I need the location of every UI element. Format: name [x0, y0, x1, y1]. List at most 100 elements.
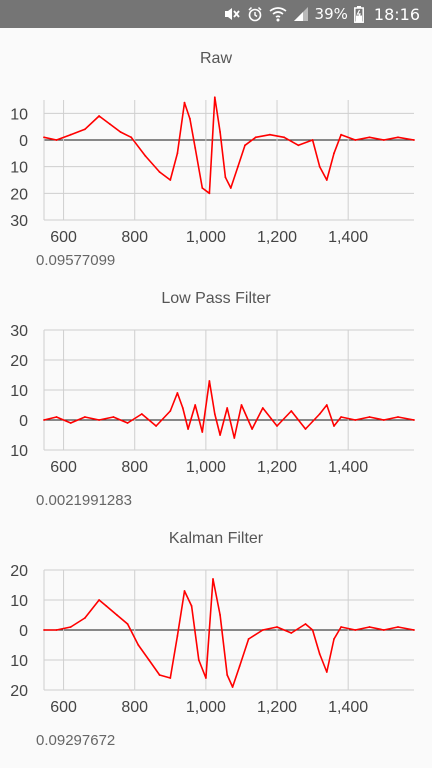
data-point: [304, 623, 307, 625]
data-point: [333, 638, 335, 640]
data-point: [69, 626, 72, 628]
x-tick-label: 1,200: [257, 459, 297, 476]
data-point: [181, 407, 184, 409]
data-point: [333, 152, 335, 155]
data-point: [55, 629, 58, 631]
x-tick-label: 800: [121, 229, 148, 246]
data-point: [247, 638, 250, 640]
y-tick-label: 10: [10, 653, 28, 670]
data-series-line: [43, 96, 415, 195]
data-point: [382, 629, 385, 631]
data-point: [333, 425, 335, 427]
data-point: [354, 139, 357, 141]
data-point: [130, 136, 133, 139]
data-point: [231, 686, 234, 688]
y-tick-label: 0: [19, 133, 28, 150]
status-bar: 39% 18:16: [0, 0, 432, 28]
clock: 18:16: [373, 4, 420, 24]
wifi-icon: [269, 6, 287, 22]
data-point: [84, 617, 86, 619]
data-point: [413, 419, 415, 421]
kalman-chart: 20 10 0 10 20 600 800 1,000 1,200 1,400: [10, 563, 415, 716]
data-point: [201, 431, 204, 433]
y-tick-label: 20: [10, 186, 28, 203]
data-point: [340, 416, 342, 418]
data-point: [140, 413, 143, 415]
data-point: [208, 192, 211, 195]
y-tick-label: 10: [10, 443, 28, 460]
data-point: [137, 644, 140, 646]
data-point: [169, 179, 172, 181]
data-point: [169, 410, 172, 412]
y-tick-label: 20: [10, 563, 28, 580]
data-point: [176, 635, 179, 637]
signal-icon: [293, 6, 309, 22]
data-point: [325, 404, 328, 406]
x-tick-label: 1,000: [186, 229, 226, 246]
data-point: [112, 416, 115, 418]
data-point: [98, 419, 100, 421]
data-point: [244, 144, 246, 147]
y-tick-label: 10: [10, 106, 28, 123]
low-pass-chart-title: Low Pass Filter: [161, 290, 271, 307]
data-point: [201, 187, 204, 189]
data-point: [340, 133, 342, 136]
data-point: [212, 578, 214, 580]
y-tick-label: 0: [19, 623, 28, 640]
mute-icon: [223, 6, 241, 22]
kalman-value: 0.09297672: [36, 732, 116, 749]
data-point: [126, 422, 129, 424]
data-point: [325, 671, 328, 673]
y-tick-label: 10: [10, 383, 28, 400]
data-point: [187, 428, 190, 430]
x-tick-label: 1,400: [328, 699, 368, 716]
x-tick-label: 1,000: [186, 459, 226, 476]
raw-chart-title: Raw: [199, 50, 232, 67]
data-point: [126, 623, 129, 625]
x-tick-label: 1,200: [257, 699, 297, 716]
data-point: [368, 136, 371, 139]
data-point: [155, 425, 158, 427]
y-tick-label: 20: [10, 353, 28, 370]
data-point: [197, 659, 200, 661]
data-point: [43, 136, 45, 139]
data-point: [219, 131, 222, 133]
data-point: [304, 428, 307, 430]
data-point: [169, 677, 172, 679]
data-point: [413, 139, 415, 141]
raw-value: 0.09577099: [36, 252, 116, 269]
data-point: [43, 629, 45, 631]
data-point: [318, 165, 321, 168]
data-point: [208, 380, 211, 382]
battery-percent: 39%: [314, 5, 348, 23]
data-point: [290, 410, 293, 412]
low-pass-chart-section: Low Pass Filter 30 20 10 0 10 600 800 1,000 1,20…: [0, 290, 432, 520]
data-point: [311, 139, 314, 141]
y-tick-label: 10: [10, 160, 28, 177]
data-point: [240, 404, 243, 406]
y-tick-label: 10: [10, 593, 28, 610]
data-point: [368, 416, 371, 418]
data-point: [311, 629, 314, 631]
data-point: [69, 133, 72, 136]
x-tick-label: 600: [50, 699, 77, 716]
data-point: [213, 413, 216, 415]
data-point: [283, 136, 285, 139]
data-point: [229, 187, 232, 189]
data-point: [84, 128, 86, 131]
data-point: [276, 626, 278, 628]
data-point: [183, 590, 186, 592]
x-tick-label: 1,400: [328, 459, 368, 476]
data-point: [368, 626, 371, 628]
low-pass-value: 0.0021991283: [36, 492, 132, 509]
alarm-icon: [247, 6, 263, 22]
data-point: [224, 176, 227, 179]
data-point: [189, 117, 191, 120]
data-point: [354, 419, 357, 421]
data-point: [55, 139, 58, 141]
status-icons: 39% 18:16: [223, 0, 420, 28]
data-point: [261, 407, 264, 409]
data-point: [148, 659, 150, 661]
x-tick-label: 1,200: [257, 229, 297, 246]
data-point: [213, 96, 216, 99]
